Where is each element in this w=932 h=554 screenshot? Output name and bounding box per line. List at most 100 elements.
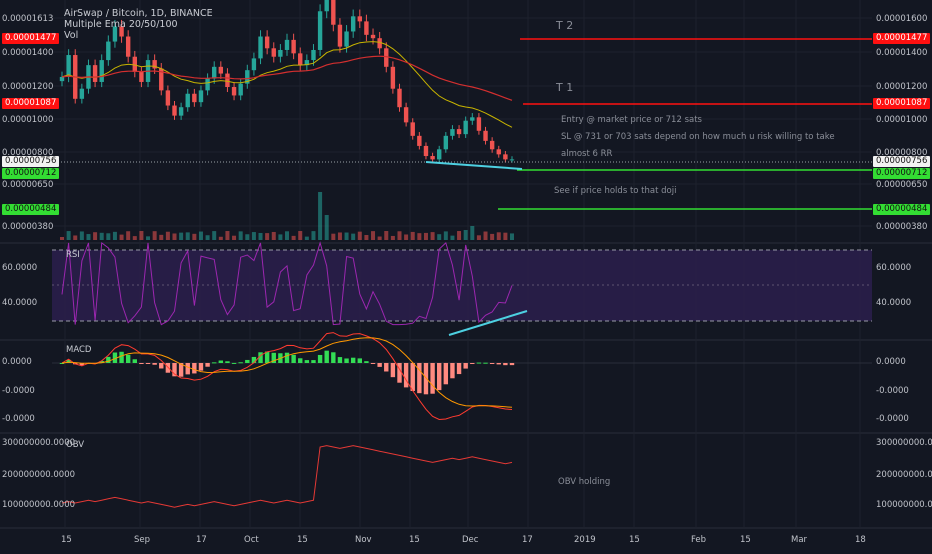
macd-histogram-bar [192,363,197,374]
volume-bar [483,231,488,240]
candle-body [470,117,475,121]
macd-histogram-bar [205,363,210,367]
left-price-label: 0.00001000 [2,115,54,125]
macd-histogram-bar [212,362,217,364]
volume-bar [443,231,448,240]
candle-body [390,66,396,89]
left-price-label: 0.00000650 [2,180,54,190]
macd-histogram-bar [324,350,329,363]
right-price-tag-support: 0.00000484 [873,204,931,215]
macd-right-tick: 0.0000 [876,357,906,367]
macd-left-tick: -0.0000 [2,386,35,396]
volume-bar [404,234,409,240]
candle-body [212,66,217,79]
volume-bar [79,231,84,240]
volume-bar [119,234,124,240]
macd-line [61,332,513,421]
macd-histogram-bar [99,360,104,363]
candle-body [258,36,263,59]
volume-bar [397,231,402,240]
macd-histogram-bar [159,363,164,369]
right-price-tick: 0.00001400 [876,48,928,58]
macd-signal-line [61,337,513,408]
candle-body [437,149,442,160]
volume-bar [496,232,501,240]
volume-bar [165,231,170,240]
candle-body [463,120,468,135]
left-price-label: 0.00000380 [2,222,54,232]
time-tick: 15 [409,535,420,545]
volume-bar [457,231,462,240]
rsi-trendline [448,310,528,336]
candle-body [152,60,157,69]
left-price-label: 0.00000800 [2,148,54,158]
volume-bar [417,233,422,240]
candle-body [185,93,190,108]
macd-histogram-bar [152,363,157,365]
volume-bar [212,231,217,240]
macd-histogram-bar [298,358,303,363]
macd-histogram-bar [410,363,415,391]
volume-bar [298,231,303,240]
candle-body [225,73,230,88]
doji-note: See if price holds to that doji [554,186,677,196]
candle-body [397,88,402,108]
macd-histogram-bar [337,357,343,363]
volume-bar [470,226,475,240]
obv-line [61,445,513,508]
volume-bar [112,231,117,240]
time-tick: 18 [855,535,866,545]
volume-bar [510,233,514,240]
candle-body [119,26,124,37]
macd-histogram-bar [125,354,131,363]
candle-body [430,156,435,160]
candle-body [99,60,104,82]
left-price-tag-last: 0.00000756 [2,156,60,167]
obv-note: OBV holding [558,477,611,487]
time-tick: 17 [522,535,533,545]
macd-histogram-bar [172,363,177,377]
candle-body [311,49,316,61]
candle-body [344,31,349,47]
obv-right-tick: 100000000.0000 [876,500,932,510]
volume-bar [93,232,98,240]
right-price-tag-last: 0.00000756 [873,156,931,167]
candle-body [489,140,495,150]
candle-body [291,39,296,54]
time-tick: Feb [691,535,707,545]
target-2-label: T 2 [556,19,574,32]
right-price-tick: 0.00001200 [876,82,928,92]
volume-bar [351,233,356,240]
rsi-label: RSI [66,250,80,260]
volume-bar [73,235,78,240]
volume-bar [430,232,435,240]
macd-histogram-bar [483,362,488,364]
volume-bar [463,230,468,240]
macd-histogram-bar [377,363,382,367]
right-price-tick: 0.00000380 [876,222,928,232]
rsi-right-tick: 40.0000 [876,298,912,308]
left-price-tag-t1: 0.00001087 [2,98,60,109]
candle-body [476,117,482,131]
obv-right-tick: 200000000.0000 [876,470,932,480]
candle-body [251,58,257,71]
macd-histogram-bar [119,351,124,363]
time-tick: Nov [355,535,372,545]
candle-body [271,48,276,57]
macd-histogram-bar [218,360,224,363]
volume-bar [205,235,210,240]
macd-histogram-bar [430,363,435,394]
macd-histogram-bar [311,360,316,363]
macd-histogram-bar [112,352,118,363]
candle-body [337,24,343,47]
candle-body [238,83,243,96]
right-price-tick: 0.00001600 [876,14,928,24]
ema-50-line [61,55,513,101]
volume-bar [258,232,263,240]
volume-bar [152,231,157,240]
candle-body [59,76,65,82]
macd-histogram-bar [489,363,495,364]
candle-body [503,154,508,160]
